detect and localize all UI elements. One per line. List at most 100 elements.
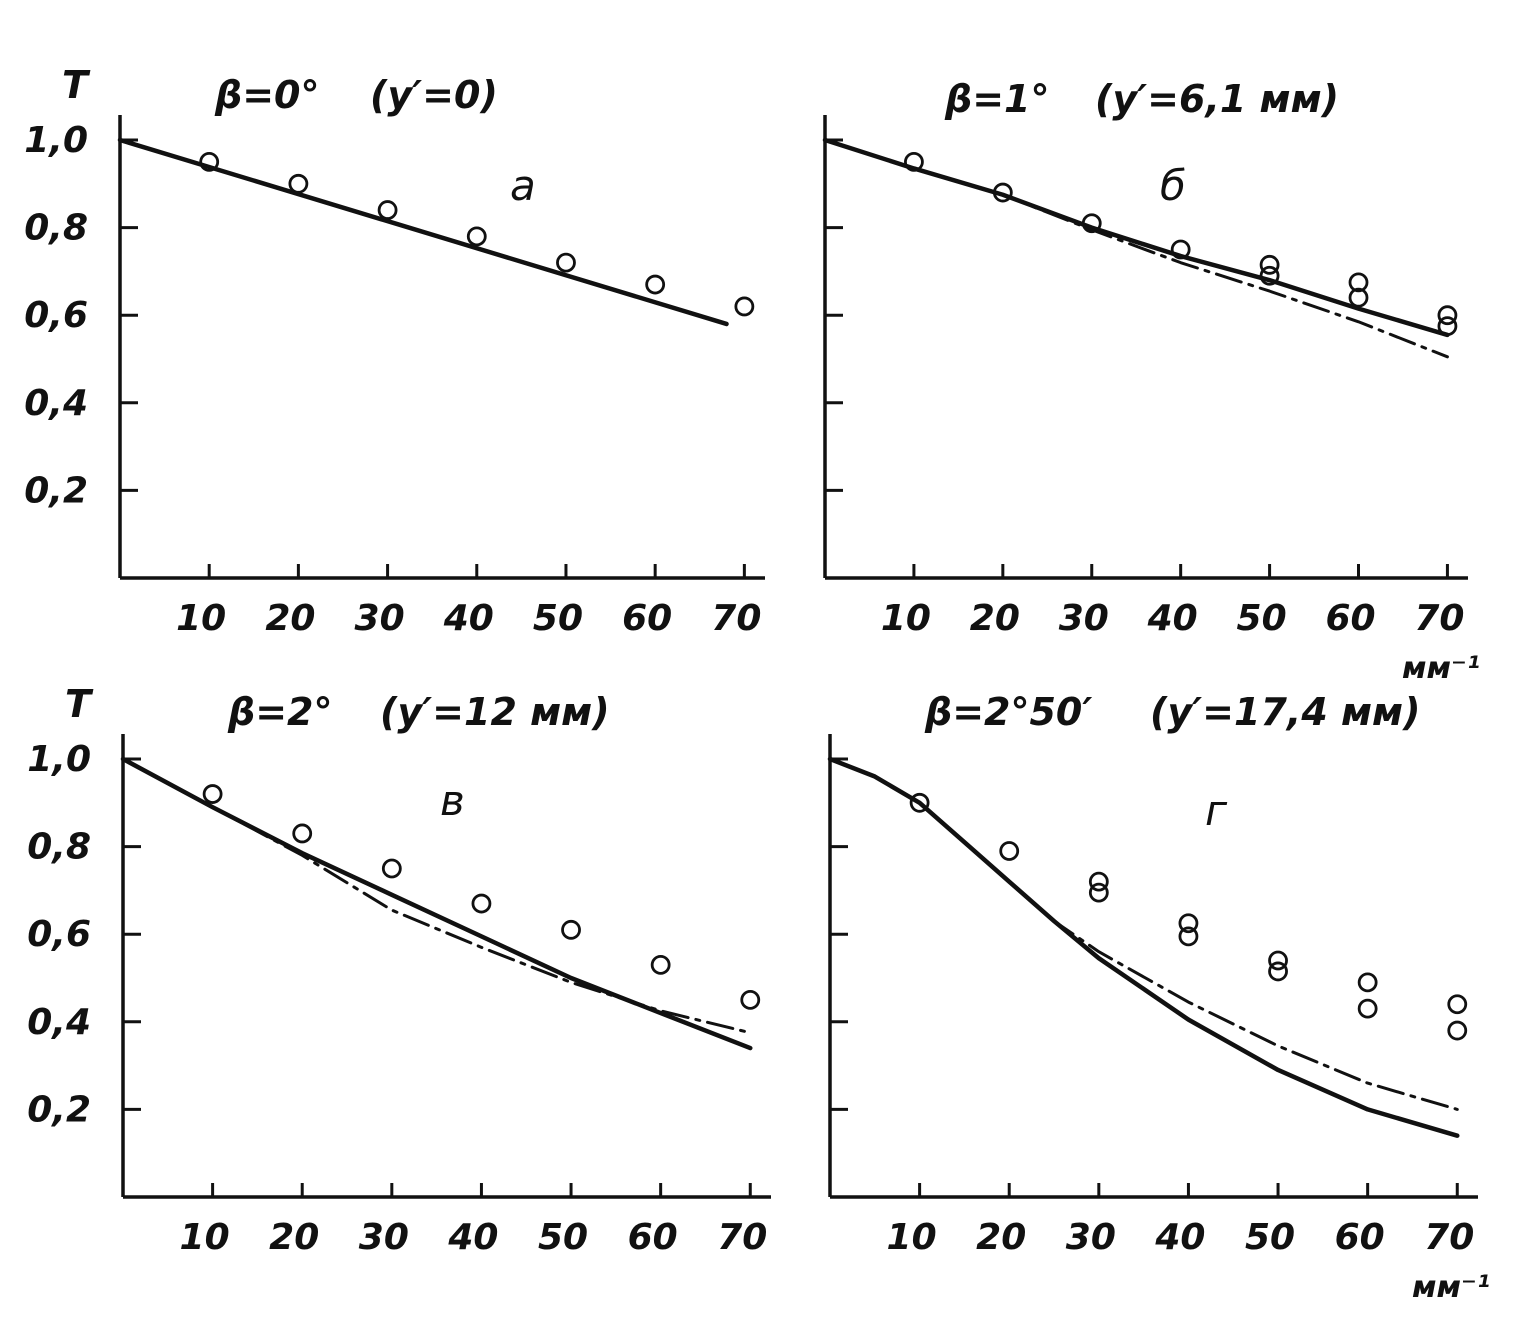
data-point [1178,913,1199,934]
x-axis-label: мм⁻¹ [1412,1270,1490,1305]
data-point [1357,998,1378,1019]
data-point [1268,950,1288,971]
data-point [650,954,671,975]
panel-label: а [510,161,536,210]
data-point [909,792,930,813]
x-tick-label: 20 [970,598,1020,639]
data-point [1178,926,1199,947]
x-tick-label: 60 [1335,1217,1385,1258]
x-tick-label: 60 [628,1217,678,1258]
data-point [1170,239,1191,260]
data-point [740,990,761,1010]
x-tick-label: 50 [538,1217,588,1258]
x-tick-label: 60 [622,598,672,639]
x-tick-label: 10 [180,1217,230,1258]
y-tick-label: 0,8 [24,208,88,249]
x-tick-label: 70 [717,1217,767,1258]
data-point [1088,882,1109,903]
x-tick-label: 40 [447,1217,498,1258]
x-tick-label: 30 [1059,598,1109,639]
x-tick-label: 50 [1245,1217,1295,1258]
x-tick-label: 70 [1414,598,1464,639]
data-point [1259,254,1280,275]
x-tick-label: 70 [711,598,761,639]
dashdot-series-line [823,138,1449,359]
panel-label: в [440,776,465,825]
data-point [202,784,223,804]
data-point [645,274,666,295]
x-tick-label: 10 [881,598,931,639]
chart-panel-3: 10 20 30 40 50 60 70 1,0 0,8 0,6 0,4 0,2 T β=2° (y′=12… [27,682,771,1258]
data-point [1268,961,1288,982]
y-axis-label: T [65,682,94,726]
data-point [377,200,398,220]
x-tick-label: 20 [976,1217,1026,1258]
x-tick-label: 20 [265,598,315,639]
y-tick-label: 0,2 [24,470,88,511]
x-tick-label: 70 [1424,1217,1474,1258]
y-tick-label: 0,8 [27,827,91,868]
chart-panel-2: 10 20 30 40 50 60 70 мм⁻¹ β=1° (y′=6,1 мм) б [822,77,1480,686]
x-tick-label: 30 [1066,1217,1116,1258]
x-tick-label: 50 [533,598,583,639]
x-tick-label: 40 [1147,598,1198,639]
chart-title: β=2° [227,690,332,734]
chart-subtitle: (y′=0) [370,73,498,117]
data-point [199,151,220,172]
y-tick-label: 1,0 [27,739,91,780]
solid-series-line [117,137,729,327]
data-point [1437,305,1458,326]
x-tick-label: 30 [355,598,405,639]
dashdot-series-line [828,757,1459,1111]
x-tick-label: 20 [269,1217,319,1258]
x-tick-label: 40 [443,598,494,639]
x-tick-label: 10 [176,598,226,639]
x-axis-label: мм⁻¹ [1402,651,1480,686]
data-point [999,841,1020,861]
y-axis-label: T [62,63,91,107]
chart-subtitle: (y′=12 мм) [380,690,610,734]
x-tick-label: 60 [1325,598,1375,639]
chart-title: β=2°50′ [924,690,1092,734]
data-point [992,182,1013,203]
data-point [288,173,309,194]
data-point [904,151,924,172]
data-point [381,858,402,879]
solid-series-line [827,756,1460,1138]
x-tick-label: 40 [1154,1217,1205,1258]
panel-label: б [1160,161,1186,210]
y-tick-label: 0,6 [24,295,88,336]
data-point [1447,994,1468,1015]
x-tick-label: 30 [359,1217,409,1258]
data-point [1447,1020,1468,1041]
data-point [1348,287,1369,308]
data-point [1357,972,1378,993]
chart-title: β=0° [214,73,319,117]
y-tick-label: 0,4 [27,1002,91,1043]
data-point [292,823,313,844]
x-tick-label: 10 [887,1217,937,1258]
data-point [556,252,576,273]
y-tick-label: 0,4 [24,383,88,424]
data-point [1348,272,1369,293]
y-tick-label: 0,6 [27,914,91,955]
y-tick-label: 0,2 [27,1089,91,1130]
data-point [466,226,487,247]
dashdot-series-line [121,757,752,1035]
data-point [734,296,755,317]
y-tick-label: 1,0 [24,120,88,161]
chart-panel-1: 10 20 30 40 50 60 70 1,0 0,8 0,6 0,4 0,2 T β=0° (y′=0)… [24,63,765,639]
chart-panel-4: 10 20 30 40 50 60 70 мм⁻¹ β=2°50′ (y′=17,4 мм) г [827,690,1490,1305]
data-point [1088,871,1109,892]
chart-subtitle: (y′=6,1 мм) [1095,77,1339,121]
data-point [1437,316,1458,337]
data-point [1259,265,1280,286]
chart-title: β=1° [944,77,1049,121]
chart-subtitle: (y′=17,4 мм) [1150,690,1420,734]
data-point [1081,213,1102,234]
panel-label: г [1205,786,1228,835]
x-tick-label: 50 [1237,598,1287,639]
data-point [561,919,581,940]
data-point [471,893,492,914]
